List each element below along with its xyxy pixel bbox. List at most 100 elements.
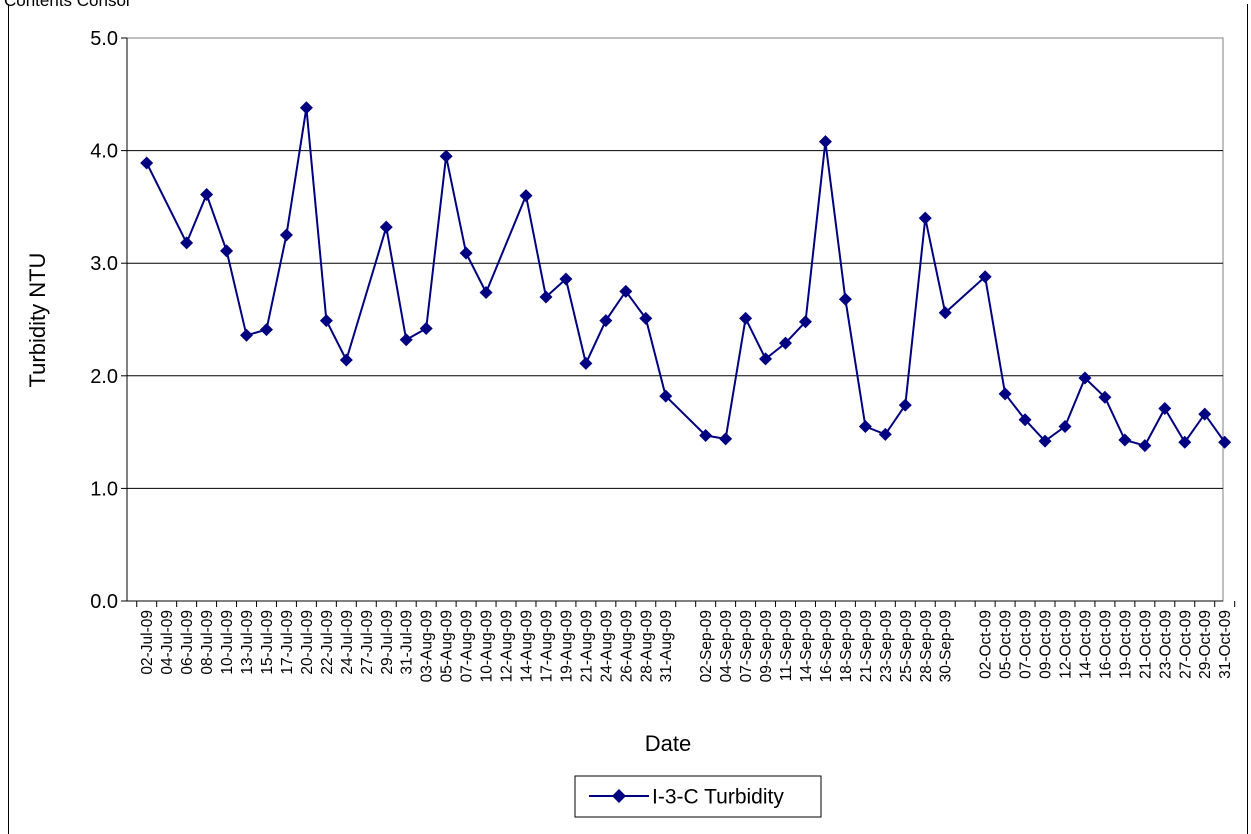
x-tick-label: 28-Sep-09 bbox=[918, 610, 935, 682]
x-tick-label: 28-Aug-09 bbox=[638, 610, 655, 682]
data-point bbox=[978, 270, 992, 284]
data-point bbox=[579, 356, 593, 370]
chart-frame bbox=[8, 4, 1248, 834]
x-tick-label: 17-Jul-09 bbox=[279, 610, 296, 675]
data-point bbox=[439, 149, 453, 163]
data-point bbox=[838, 292, 852, 306]
data-point bbox=[1038, 434, 1052, 448]
data-point bbox=[339, 353, 353, 367]
data-point bbox=[779, 336, 793, 350]
x-tick-label: 31-Jul-09 bbox=[399, 610, 416, 675]
x-tick-label: 10-Jul-09 bbox=[219, 610, 236, 675]
data-point bbox=[759, 352, 773, 366]
x-tick-label: 27-Oct-09 bbox=[1177, 610, 1194, 679]
data-point bbox=[878, 427, 892, 441]
data-point bbox=[319, 314, 333, 328]
data-point bbox=[279, 228, 293, 242]
data-point bbox=[200, 188, 214, 202]
data-point bbox=[459, 246, 473, 260]
data-point bbox=[1078, 371, 1092, 385]
x-tick-label: 23-Sep-09 bbox=[878, 610, 895, 682]
x-tick-label: 25-Sep-09 bbox=[898, 610, 915, 682]
data-point bbox=[379, 220, 393, 234]
x-tick-label: 02-Oct-09 bbox=[978, 610, 995, 679]
x-tick-label: 21-Aug-09 bbox=[578, 610, 595, 682]
x-tick-label: 31-Aug-09 bbox=[658, 610, 675, 682]
x-axis-title: Date bbox=[645, 731, 691, 756]
x-tick-label: 20-Jul-09 bbox=[299, 610, 316, 675]
data-point bbox=[140, 156, 154, 170]
data-point bbox=[938, 306, 952, 320]
data-point bbox=[1198, 407, 1212, 421]
x-tick-label: 16-Oct-09 bbox=[1097, 610, 1114, 679]
y-tick-label: 1.0 bbox=[90, 478, 118, 500]
x-tick-label: 05-Oct-09 bbox=[998, 610, 1015, 679]
header-text: Contents Consol bbox=[4, 0, 130, 10]
x-tick-label: 15-Jul-09 bbox=[259, 610, 276, 675]
axes bbox=[121, 37, 1236, 607]
legend: I-3-C Turbidity bbox=[574, 775, 822, 818]
x-tick-labels: 02-Jul-09 04-Jul-09 06-Jul-09 08-Jul-09 10-J… bbox=[139, 610, 1234, 682]
x-tick-label: 07-Sep-09 bbox=[738, 610, 755, 682]
x-tick-label: 03-Aug-09 bbox=[419, 610, 436, 682]
data-point bbox=[719, 432, 733, 446]
x-tick-label: 18-Sep-09 bbox=[838, 610, 855, 682]
data-point bbox=[1178, 435, 1192, 449]
data-point bbox=[399, 333, 413, 347]
x-tick-label: 02-Sep-09 bbox=[698, 610, 715, 682]
data-point bbox=[1158, 401, 1172, 415]
x-tick-label: 04-Jul-09 bbox=[159, 610, 176, 675]
data-point bbox=[1058, 419, 1072, 433]
x-tick-label: 11-Sep-09 bbox=[778, 610, 795, 681]
x-tick-label: 09-Oct-09 bbox=[1038, 610, 1055, 679]
y-tick-label: 3.0 bbox=[90, 253, 118, 275]
x-tick-label: 24-Aug-09 bbox=[598, 610, 615, 682]
data-point bbox=[1098, 390, 1112, 404]
x-tick-label: 14-Aug-09 bbox=[518, 610, 535, 682]
legend-series-marker bbox=[612, 789, 626, 803]
data-point bbox=[739, 311, 753, 325]
x-tick-label: 19-Oct-09 bbox=[1117, 610, 1134, 679]
x-tick-label: 09-Sep-09 bbox=[758, 610, 775, 682]
x-tick-label: 23-Oct-09 bbox=[1157, 610, 1174, 679]
data-point bbox=[659, 389, 673, 403]
data-point bbox=[180, 236, 194, 250]
data-point bbox=[519, 189, 533, 203]
data-point bbox=[798, 315, 812, 329]
data-point bbox=[619, 284, 633, 298]
x-tick-label: 14-Oct-09 bbox=[1077, 610, 1094, 679]
x-tick-label: 07-Aug-09 bbox=[459, 610, 476, 682]
data-point bbox=[1138, 439, 1152, 453]
data-point bbox=[299, 101, 313, 115]
data-point bbox=[639, 311, 653, 325]
x-tick-label: 29-Jul-09 bbox=[379, 610, 396, 675]
x-tick-label: 06-Jul-09 bbox=[179, 610, 196, 675]
x-tick-label: 22-Jul-09 bbox=[319, 610, 336, 675]
data-point bbox=[818, 135, 832, 149]
series-markers bbox=[140, 101, 1232, 453]
x-tick-label: 31-Oct-09 bbox=[1217, 610, 1234, 679]
data-point bbox=[858, 419, 872, 433]
x-tick-label: 10-Aug-09 bbox=[479, 610, 496, 682]
x-tick-label: 21-Oct-09 bbox=[1137, 610, 1154, 679]
data-point bbox=[220, 244, 234, 258]
data-point bbox=[699, 428, 713, 442]
data-point bbox=[240, 328, 254, 342]
x-tick-label: 02-Jul-09 bbox=[139, 610, 156, 675]
data-point bbox=[419, 322, 433, 336]
legend-series-label: I-3-C Turbidity bbox=[652, 786, 784, 809]
x-tick-label: 27-Jul-09 bbox=[359, 610, 376, 675]
x-tick-label: 14-Sep-09 bbox=[798, 610, 815, 682]
y-tick-label: 4.0 bbox=[90, 141, 118, 163]
x-tick-label: 30-Sep-09 bbox=[938, 610, 955, 682]
x-tick-label: 05-Aug-09 bbox=[439, 610, 456, 682]
x-tick-label: 12-Oct-09 bbox=[1057, 610, 1074, 679]
data-point bbox=[559, 272, 573, 286]
x-tick-label: 29-Oct-09 bbox=[1197, 610, 1214, 679]
data-point bbox=[998, 387, 1012, 401]
data-point bbox=[479, 285, 493, 299]
data-point bbox=[1118, 433, 1132, 447]
x-tick-label: 26-Aug-09 bbox=[618, 610, 635, 682]
x-tick-label: 13-Jul-09 bbox=[239, 610, 256, 675]
x-tick-label: 07-Oct-09 bbox=[1018, 610, 1035, 679]
